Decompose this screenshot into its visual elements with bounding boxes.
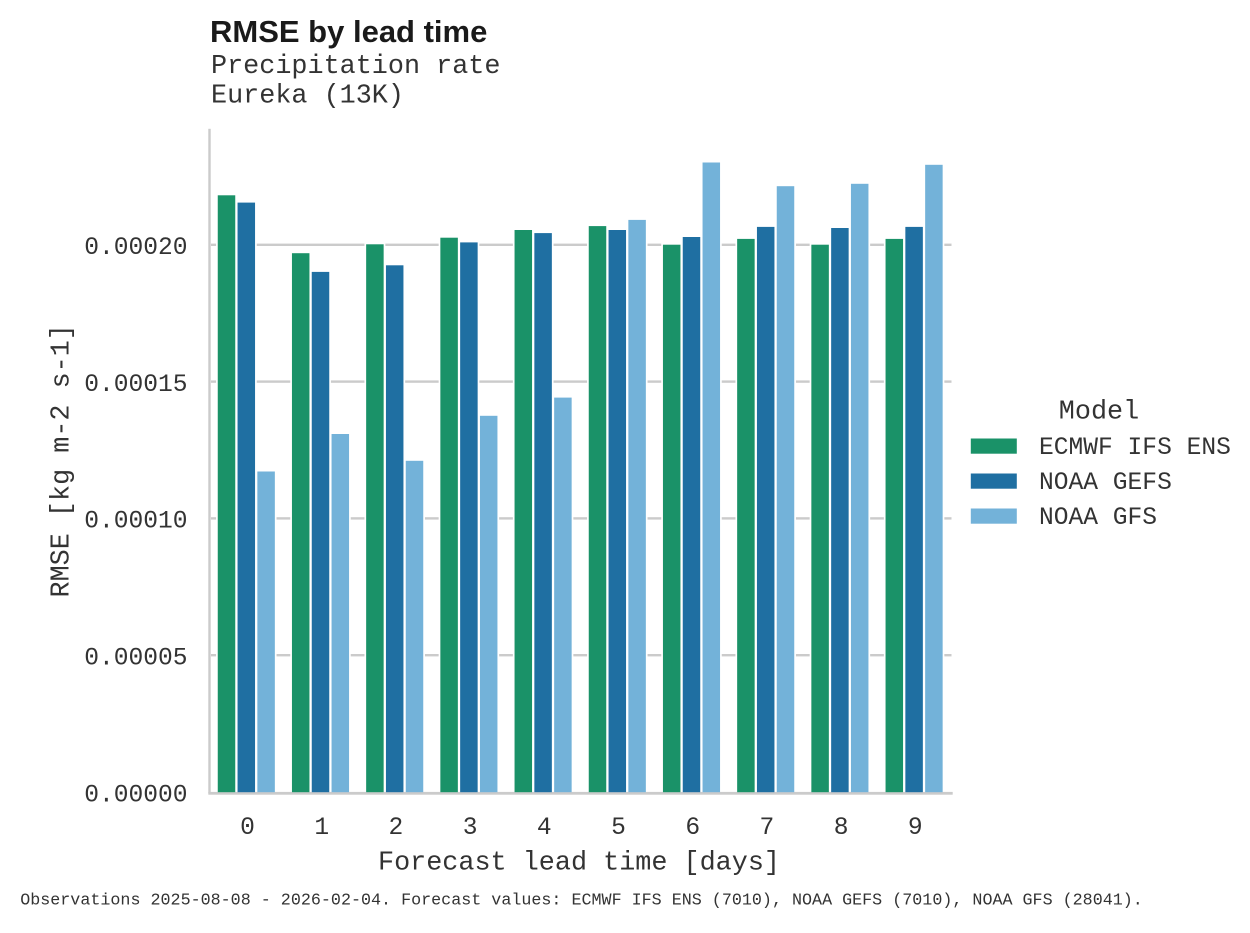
svg-text:Precipitation rate: Precipitation rate [211, 52, 500, 82]
svg-text:Eureka (13K): Eureka (13K) [211, 82, 404, 112]
svg-text:6: 6 [685, 815, 700, 842]
svg-text:0.00020: 0.00020 [84, 235, 187, 262]
svg-text:Observations 2025-08-08 - 2026: Observations 2025-08-08 - 2026-02-04. Fo… [20, 892, 1143, 911]
svg-text:RMSE [kg m-2 s-1]: RMSE [kg m-2 s-1] [48, 324, 78, 597]
svg-text:8: 8 [834, 815, 849, 842]
svg-text:7: 7 [760, 815, 775, 842]
svg-text:0.00010: 0.00010 [84, 509, 187, 536]
svg-text:0.00000: 0.00000 [84, 782, 187, 809]
svg-text:0: 0 [240, 815, 255, 842]
svg-text:NOAA GEFS: NOAA GEFS [1039, 470, 1172, 497]
svg-text:0.00015: 0.00015 [84, 372, 187, 399]
svg-text:0.00005: 0.00005 [84, 646, 187, 673]
svg-text:4: 4 [537, 815, 552, 842]
svg-text:9: 9 [908, 815, 923, 842]
svg-text:2: 2 [389, 815, 404, 842]
svg-text:RMSE by lead time: RMSE by lead time [210, 14, 487, 49]
svg-text:NOAA GFS: NOAA GFS [1039, 505, 1157, 532]
svg-text:1: 1 [314, 815, 329, 842]
svg-text:5: 5 [611, 815, 626, 842]
svg-text:3: 3 [463, 815, 478, 842]
svg-text:Model: Model [1059, 398, 1139, 428]
svg-text:Forecast lead time [days]: Forecast lead time [days] [378, 849, 780, 879]
svg-text:ECMWF IFS ENS: ECMWF IFS ENS [1039, 435, 1231, 462]
